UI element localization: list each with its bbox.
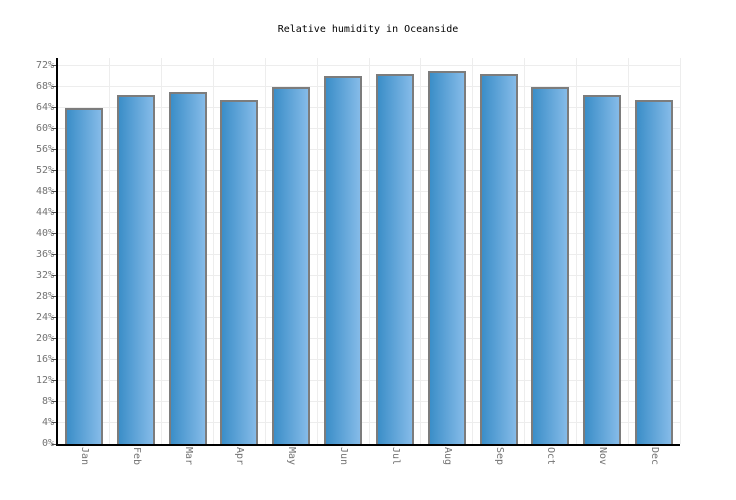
- y-axis-label: 56%: [35, 143, 54, 155]
- y-tick-mark: [52, 65, 56, 67]
- x-axis-label-dec: Dec: [649, 447, 661, 466]
- y-axis-label: 20%: [35, 332, 54, 344]
- y-tick-mark: [52, 275, 56, 277]
- x-gridline: [264, 58, 266, 444]
- y-axis-label: 4%: [41, 416, 54, 428]
- y-axis-label: 12%: [35, 374, 54, 386]
- x-gridline: [627, 58, 629, 444]
- y-tick-mark: [52, 317, 56, 319]
- y-tick-mark: [52, 107, 56, 109]
- y-axis-label: 16%: [35, 353, 54, 365]
- y-axis-label: 68%: [35, 80, 54, 92]
- y-tick-mark: [52, 212, 56, 214]
- y-axis-label: 64%: [35, 101, 54, 113]
- bar-jul: [375, 73, 414, 444]
- bar-jun: [324, 76, 363, 444]
- x-gridline: [316, 58, 318, 444]
- x-axis-label-apr: Apr: [234, 447, 246, 466]
- x-gridline: [213, 58, 214, 444]
- y-axis-label: 40%: [35, 227, 54, 239]
- x-gridline: [679, 58, 681, 444]
- y-tick-mark: [52, 191, 56, 193]
- bar-mar: [168, 92, 207, 444]
- x-gridline: [472, 58, 474, 444]
- bar-aug: [427, 71, 466, 444]
- y-axis-label: 44%: [35, 206, 54, 218]
- x-axis-label-jul: Jul: [389, 447, 401, 466]
- y-tick-mark: [52, 422, 56, 424]
- x-axis-label-feb: Feb: [130, 447, 142, 466]
- x-axis-label-may: May: [286, 447, 298, 466]
- y-axis-label: 8%: [41, 395, 54, 407]
- y-tick-mark: [52, 149, 56, 151]
- x-axis-label-jan: Jan: [78, 447, 90, 466]
- x-gridline: [109, 58, 111, 444]
- x-axis-label-sep: Sep: [493, 447, 505, 466]
- y-tick-mark: [52, 128, 56, 130]
- bar-dec: [635, 100, 674, 444]
- x-gridline: [575, 58, 577, 444]
- chart-title: Relative humidity in Oceanside: [277, 24, 459, 35]
- y-tick-mark: [52, 443, 56, 445]
- x-gridline: [161, 58, 163, 444]
- x-axis-label-mar: Mar: [182, 447, 194, 466]
- bar-oct: [531, 86, 570, 444]
- bar-jan: [64, 107, 103, 444]
- x-axis-label-aug: Aug: [441, 447, 453, 466]
- x-axis-label-nov: Nov: [597, 447, 609, 466]
- y-axis-label: 52%: [35, 164, 54, 176]
- y-axis-label: 36%: [35, 248, 54, 260]
- y-tick-mark: [52, 86, 56, 88]
- plot-area: [56, 58, 681, 446]
- x-gridline: [420, 58, 422, 444]
- bar-feb: [116, 94, 155, 444]
- bar-sep: [479, 73, 518, 444]
- bar-may: [272, 86, 311, 444]
- y-axis-label: 24%: [35, 311, 54, 323]
- x-axis-label-jun: Jun: [338, 447, 350, 466]
- bar-nov: [583, 94, 622, 444]
- y-tick-mark: [52, 170, 56, 172]
- x-axis-label-oct: Oct: [545, 447, 557, 466]
- bar-apr: [220, 100, 259, 444]
- x-gridline: [368, 58, 370, 444]
- y-tick-mark: [52, 233, 56, 235]
- y-axis-label: 48%: [35, 185, 54, 197]
- y-axis-label: 72%: [35, 59, 54, 71]
- x-gridline: [524, 58, 525, 444]
- y-axis-label: 32%: [35, 269, 54, 281]
- y-axis-label: 28%: [35, 290, 54, 302]
- y-axis-label: 60%: [35, 122, 54, 134]
- y-tick-mark: [52, 401, 56, 403]
- y-tick-mark: [52, 359, 56, 361]
- y-axis-label: 0%: [41, 438, 54, 449]
- y-tick-mark: [52, 338, 56, 340]
- y-tick-mark: [52, 380, 56, 382]
- y-tick-mark: [52, 296, 56, 298]
- y-tick-mark: [52, 254, 56, 256]
